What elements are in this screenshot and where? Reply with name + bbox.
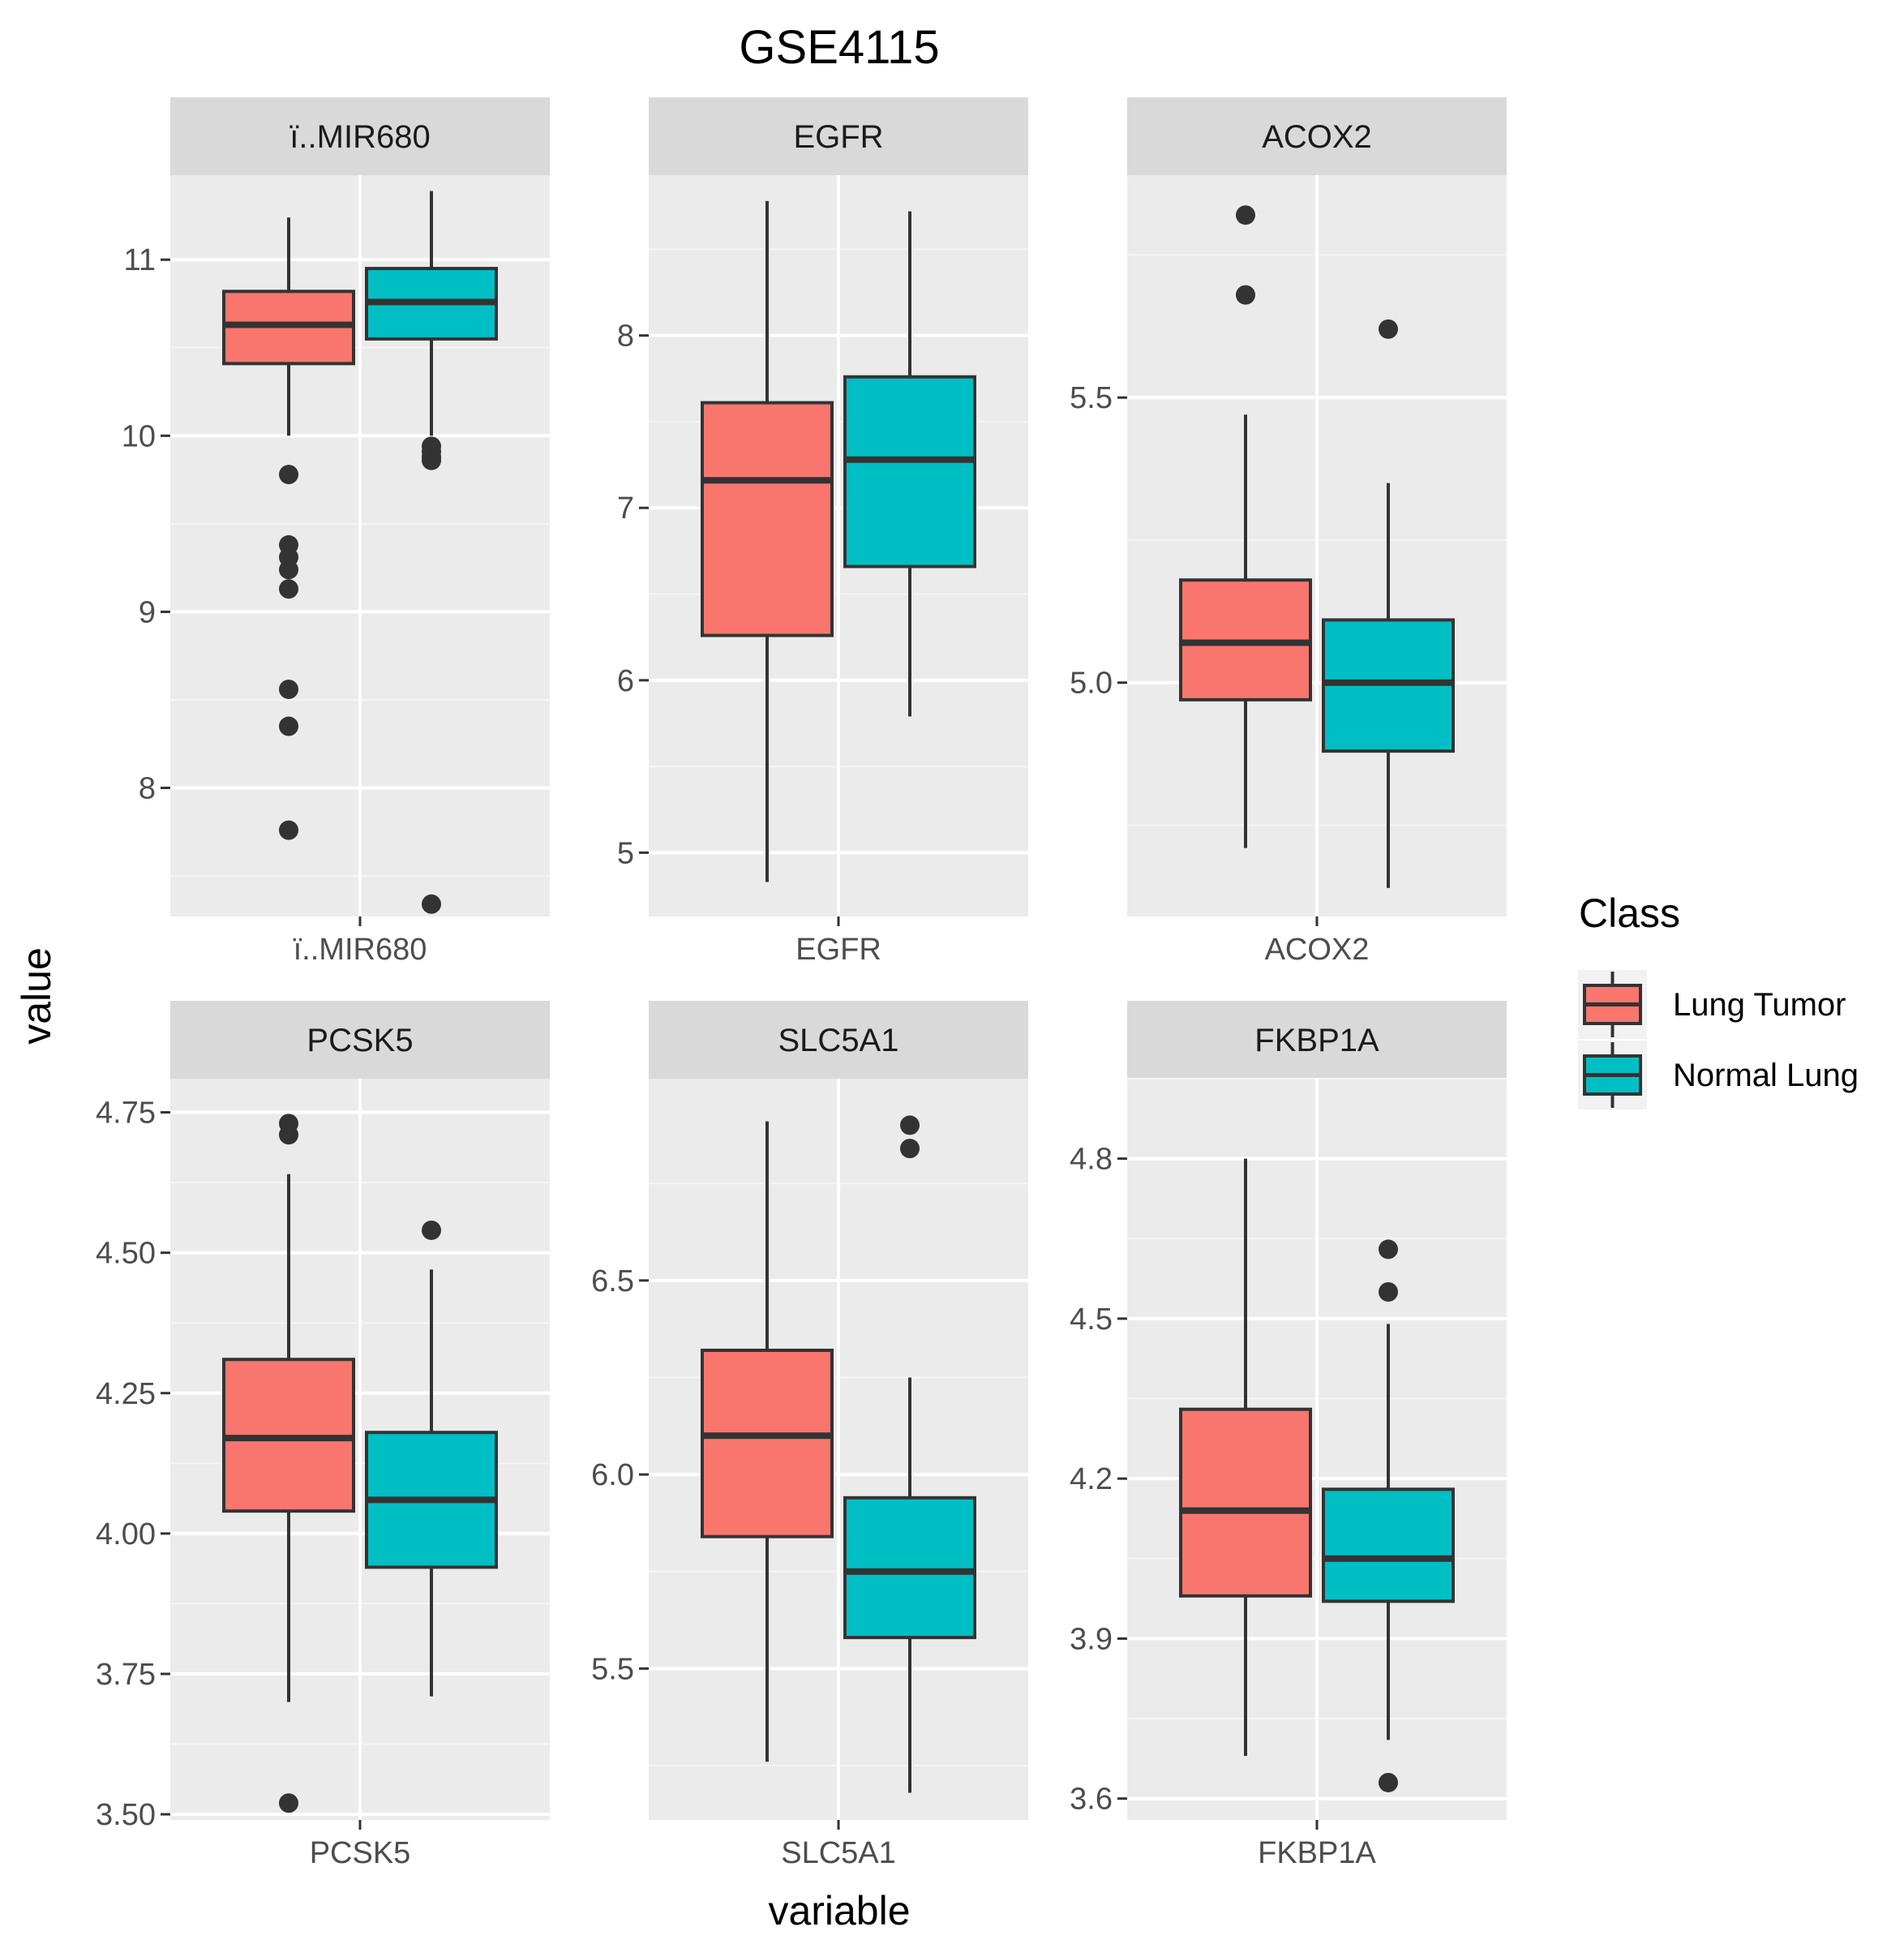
y-tick-label: 6 <box>617 664 634 698</box>
panel-strip-label: FKBP1A <box>1254 1023 1379 1058</box>
x-tick-label: PCSK5 <box>310 1836 411 1870</box>
outlier-point <box>422 450 441 470</box>
y-tick-label: 5 <box>617 836 634 870</box>
x-tick-label: SLC5A1 <box>781 1836 896 1870</box>
y-tick-label: 4.50 <box>96 1237 156 1271</box>
y-tick-label: 5.5 <box>591 1652 634 1686</box>
y-tick-label: 3.6 <box>1070 1783 1113 1817</box>
panel-strip-label: SLC5A1 <box>778 1023 899 1058</box>
box-iqr <box>701 1348 834 1538</box>
outlier-point <box>279 1793 298 1813</box>
box-lung-tumor <box>1179 205 1312 848</box>
box-iqr <box>843 375 976 569</box>
panel-strip <box>649 97 1028 175</box>
box-lung-tumor <box>1179 1158 1312 1757</box>
y-tick-label: 7 <box>617 491 634 526</box>
panel-strip <box>170 1001 550 1079</box>
panel-strip-label: EGFR <box>793 119 883 155</box>
panel-strip-label: ï..MIR680 <box>289 119 430 155</box>
y-tick-label: 4.8 <box>1070 1143 1113 1177</box>
panel-strip <box>649 1001 1028 1079</box>
y-tick-label: 10 <box>122 419 156 453</box>
chart-title: GSE4115 <box>739 21 939 74</box>
y-tick-label: 8 <box>139 772 156 806</box>
y-tick-label: 4.5 <box>1070 1302 1113 1337</box>
box-normal-lung <box>365 1220 498 1697</box>
y-tick-label: 11 <box>124 243 156 277</box>
panel-acox2: ACOX2 5.0 5.5 ACOX2 <box>1070 97 1507 967</box>
panel-strip-label: PCSK5 <box>307 1023 413 1058</box>
box-lung-tumor <box>701 200 834 882</box>
outlier-point <box>900 1139 920 1159</box>
panel-strip <box>1127 1001 1507 1079</box>
x-tick-label: EGFR <box>795 933 881 967</box>
y-tick-label: 5.0 <box>1070 667 1113 701</box>
panel-strip <box>1127 97 1507 175</box>
outlier-point <box>279 579 298 599</box>
box-normal-lung <box>1322 1239 1455 1792</box>
panel-strip-label: ACOX2 <box>1262 119 1372 155</box>
box-normal-lung <box>365 191 498 914</box>
box-lung-tumor <box>701 1121 834 1762</box>
panel-egfr: EGFR 5 6 7 8 EGFR <box>617 97 1028 967</box>
y-tick-label: 4.75 <box>96 1096 156 1131</box>
box-lung-tumor <box>222 1114 355 1813</box>
outlier-point <box>279 1125 298 1145</box>
outlier-point <box>1379 1239 1398 1260</box>
legend-label: Lung Tumor <box>1673 987 1846 1023</box>
y-tick-label: 3.75 <box>96 1658 156 1692</box>
legend-entry-lung-tumor: Lung Tumor <box>1578 970 1846 1039</box>
y-tick-label: 6.0 <box>591 1458 634 1492</box>
outlier-point <box>279 679 298 699</box>
y-tick-label: 4.25 <box>96 1377 156 1411</box>
y-tick-label: 6.5 <box>591 1264 634 1298</box>
outlier-point <box>422 894 441 914</box>
y-tick-label: 4.00 <box>96 1517 156 1551</box>
outlier-point <box>279 560 298 580</box>
legend-entry-normal-lung: Normal Lung <box>1578 1041 1859 1109</box>
outlier-point <box>279 820 298 840</box>
x-tick-label: ï..MIR680 <box>294 933 427 967</box>
y-axis-title: value <box>14 947 59 1045</box>
y-tick-label: 3.9 <box>1070 1622 1113 1656</box>
facet-panels: ï..MIR680 8 9 10 11 ï..MIR680 EGFR 5 6 7 8 EGFR ACOX… <box>96 97 1507 1870</box>
outlier-point <box>1379 1282 1398 1302</box>
outlier-point <box>1379 319 1398 339</box>
y-tick-label: 5.5 <box>1070 381 1113 415</box>
outlier-point <box>422 1220 441 1240</box>
outlier-point <box>1236 285 1255 305</box>
outlier-point <box>1379 1772 1398 1792</box>
box-iqr <box>701 401 834 637</box>
box-iqr <box>1322 1487 1455 1603</box>
box-normal-lung <box>843 1115 976 1793</box>
x-tick-label: ACOX2 <box>1265 933 1370 967</box>
x-tick-label: FKBP1A <box>1258 1836 1376 1870</box>
outlier-point <box>1236 205 1255 225</box>
box-lung-tumor <box>222 217 355 840</box>
legend-title: Class <box>1579 890 1680 936</box>
legend: Class Lung Tumor Normal Lung <box>1578 890 1859 1109</box>
y-tick-label: 9 <box>139 595 156 629</box>
legend-label: Normal Lung <box>1673 1058 1859 1093</box>
box-normal-lung <box>843 211 976 717</box>
box-normal-lung <box>1322 319 1455 888</box>
panel-slc5a1: SLC5A1 5.5 6.0 6.5 SLC5A1 <box>591 1001 1028 1870</box>
panel-mir680: ï..MIR680 8 9 10 11 ï..MIR680 <box>122 97 550 967</box>
x-axis-title: variable <box>768 1888 910 1933</box>
outlier-point <box>279 465 298 485</box>
box-iqr <box>1179 1407 1312 1598</box>
panel-strip <box>170 97 550 175</box>
y-tick-label: 4.2 <box>1070 1462 1113 1496</box>
outlier-point <box>279 716 298 736</box>
panel-fkbp1a: FKBP1A 3.6 3.9 4.2 4.5 4.8 FKBP1A <box>1070 1001 1507 1870</box>
box-iqr <box>843 1496 976 1640</box>
outlier-point <box>900 1115 920 1135</box>
panel-pcsk5: PCSK5 3.50 3.75 4.00 4.25 4.50 4.75 PCSK5 <box>96 1001 550 1870</box>
y-tick-label: 3.50 <box>96 1798 156 1832</box>
y-tick-label: 8 <box>617 320 634 354</box>
